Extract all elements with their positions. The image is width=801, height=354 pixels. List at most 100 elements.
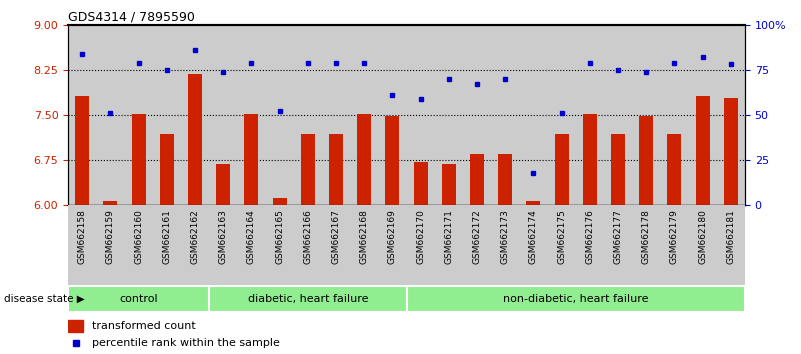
Bar [124,25,153,205]
Bar [548,205,576,285]
Bar [103,200,118,205]
Bar [724,98,738,205]
Bar [632,25,660,205]
Bar [435,25,463,205]
Text: GSM662167: GSM662167 [332,209,340,264]
Text: GSM662165: GSM662165 [275,209,284,264]
Bar [717,25,745,205]
Bar [322,205,350,285]
FancyBboxPatch shape [407,286,745,312]
Bar [407,25,435,205]
Text: GSM662163: GSM662163 [219,209,227,264]
Text: GSM662161: GSM662161 [163,209,171,264]
Bar [463,205,491,285]
Bar [463,25,491,205]
Bar [153,205,181,285]
Bar [272,198,287,205]
Text: GSM662177: GSM662177 [614,209,622,264]
Bar [695,96,710,205]
Bar [159,134,174,205]
Bar [329,134,343,205]
Bar [350,205,378,285]
Bar [244,114,259,205]
Bar [265,25,294,205]
Bar [181,205,209,285]
Text: GSM662176: GSM662176 [586,209,594,264]
Bar [68,205,96,285]
Text: GSM662158: GSM662158 [78,209,87,264]
Text: percentile rank within the sample: percentile rank within the sample [92,338,280,348]
Bar [322,25,350,205]
Text: disease state ▶: disease state ▶ [4,294,85,304]
Bar [583,114,597,205]
Text: GSM662180: GSM662180 [698,209,707,264]
Bar [639,116,654,205]
Bar [689,25,717,205]
Text: GSM662166: GSM662166 [304,209,312,264]
Text: control: control [119,294,158,304]
Bar [604,205,632,285]
Bar [548,25,576,205]
Bar [378,205,407,285]
Bar [498,154,513,205]
Bar [717,205,745,285]
Bar [153,25,181,205]
Bar [294,205,322,285]
Text: GSM662170: GSM662170 [416,209,425,264]
Text: diabetic, heart failure: diabetic, heart failure [248,294,368,304]
Bar [237,205,265,285]
Bar [237,25,265,205]
Bar [667,134,682,205]
Text: GSM662159: GSM662159 [106,209,115,264]
Text: GSM662181: GSM662181 [727,209,735,264]
Bar [350,25,378,205]
Bar [554,134,569,205]
Bar [604,25,632,205]
Bar [385,116,400,205]
Bar [576,205,604,285]
Bar [660,25,689,205]
Bar [188,74,202,205]
Bar [660,205,689,285]
Bar [632,205,660,285]
Bar [294,25,322,205]
Text: GSM662160: GSM662160 [134,209,143,264]
Bar [131,114,146,205]
Text: GSM662172: GSM662172 [473,209,481,264]
Bar [68,25,96,205]
Bar [209,205,237,285]
FancyBboxPatch shape [209,286,407,312]
Bar [181,25,209,205]
Bar [470,154,484,205]
Bar [519,25,548,205]
Text: GSM662175: GSM662175 [557,209,566,264]
Bar [407,205,435,285]
Text: non-diabetic, heart failure: non-diabetic, heart failure [503,294,649,304]
Bar [96,25,124,205]
Text: GSM662178: GSM662178 [642,209,650,264]
Text: transformed count: transformed count [92,321,195,331]
Bar [413,162,428,205]
Bar [491,205,519,285]
Bar [300,134,315,205]
Bar [526,200,541,205]
Text: GSM662162: GSM662162 [191,209,199,264]
Bar [124,205,153,285]
Bar [216,164,230,205]
Bar [435,205,463,285]
Bar [491,25,519,205]
Bar [442,164,456,205]
Bar [519,205,548,285]
Bar [611,134,625,205]
Text: GSM662179: GSM662179 [670,209,679,264]
Bar [689,205,717,285]
Text: GDS4314 / 7895590: GDS4314 / 7895590 [68,11,195,24]
Bar [265,205,294,285]
Bar [75,96,89,205]
Bar [68,320,83,332]
Bar [378,25,407,205]
Bar [576,25,604,205]
FancyBboxPatch shape [68,286,209,312]
Text: GSM662164: GSM662164 [247,209,256,264]
Text: GSM662174: GSM662174 [529,209,538,264]
